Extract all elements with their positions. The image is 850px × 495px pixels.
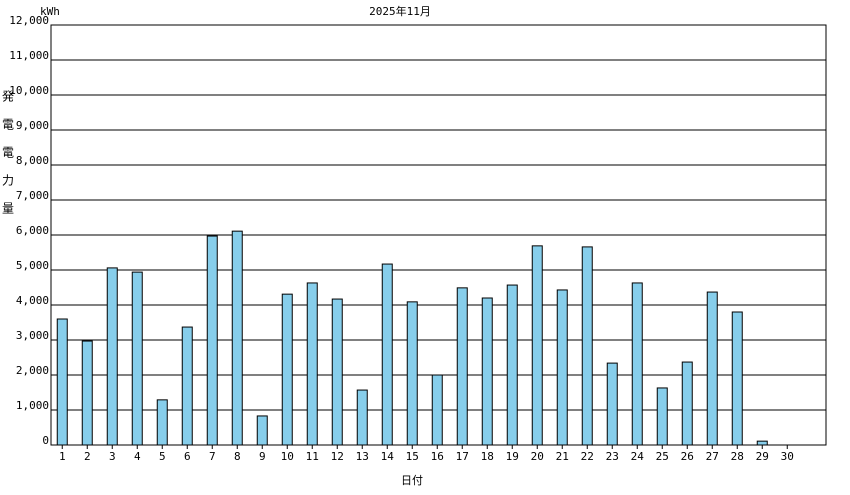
bar [706,291,718,446]
x-tick-label: 1 [59,450,66,463]
bar [256,415,268,446]
x-tick-label: 5 [159,450,166,463]
bar [481,297,493,446]
x-tick-label: 27 [706,450,719,463]
y-tick-label: 8,000 [16,154,49,167]
y-tick-label: 4,000 [16,294,49,307]
bar [456,287,468,446]
bar [231,230,243,446]
y-tick-label: 0 [42,434,49,447]
y-tick-label: 9,000 [16,119,49,132]
y-tick-label: 5,000 [16,259,49,272]
bar [156,399,168,446]
y-axis-label: 発電電力量 [1,90,15,230]
x-axis-label: 日付 [401,474,423,487]
y-unit: kWh [40,5,60,18]
x-tick-label: 26 [681,450,694,463]
bar [731,311,743,446]
bar [431,374,443,446]
x-tick-label: 21 [556,450,569,463]
bar [581,246,593,446]
x-tick-label: 13 [356,450,369,463]
bar [106,267,118,446]
bar [331,298,343,446]
x-tick-label: 20 [531,450,544,463]
x-tick-label: 4 [134,450,141,463]
bar [56,318,68,446]
bar [631,282,643,446]
bar [506,284,518,446]
x-tick-label: 3 [109,450,116,463]
bar [756,440,768,446]
y-tick-label: 1,000 [16,399,49,412]
bar [306,282,318,446]
x-tick-label: 7 [209,450,216,463]
x-tick-label: 29 [756,450,769,463]
bar [531,245,543,446]
x-tick-label: 6 [184,450,191,463]
y-tick-label: 11,000 [9,49,49,62]
y-tick-label: 2,000 [16,364,49,377]
bar [381,263,393,446]
x-tick-label: 10 [281,450,294,463]
bar [556,289,568,446]
x-tick-label: 22 [581,450,594,463]
x-tick-label: 25 [656,450,669,463]
x-tick-label: 23 [606,450,619,463]
bar [406,301,418,446]
bar [681,361,693,446]
bar [281,293,293,446]
y-tick-label: 6,000 [16,224,49,237]
x-tick-label: 17 [456,450,469,463]
x-tick-label: 8 [234,450,241,463]
bar [81,340,93,446]
y-tick-label: 12,000 [9,14,49,27]
y-tick-label: 7,000 [16,189,49,202]
bar [181,326,193,446]
y-tick-label: 3,000 [16,329,49,342]
x-tick-label: 24 [631,450,645,463]
bar [656,387,668,446]
x-tick-label: 12 [331,450,344,463]
x-tick-label: 2 [84,450,91,463]
bar [356,389,368,446]
y-tick-label: 10,000 [9,84,49,97]
x-tick-label: 16 [431,450,444,463]
x-tick-label: 30 [781,450,794,463]
x-tick-label: 28 [731,450,744,463]
x-tick-label: 14 [381,450,395,463]
bar [131,271,143,446]
x-tick-label: 18 [481,450,494,463]
x-tick-label: 11 [306,450,319,463]
bar [206,235,218,446]
x-tick-label: 19 [506,450,519,463]
chart-title: 2025年11月 [369,4,431,18]
x-tick-label: 9 [259,450,266,463]
bar [606,362,618,446]
x-tick-label: 15 [406,450,419,463]
